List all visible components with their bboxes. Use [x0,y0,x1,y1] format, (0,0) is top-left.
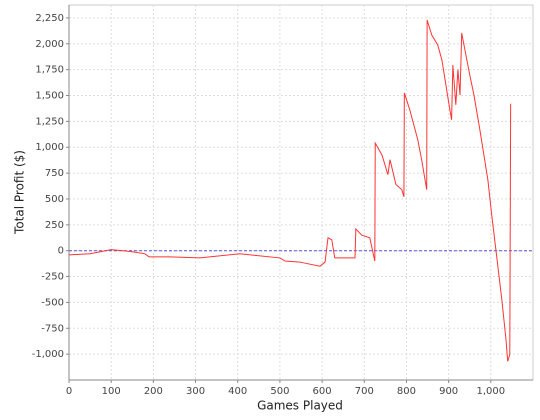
x-tick-label: 500 [270,386,289,397]
x-tick-label: 400 [228,386,247,397]
y-tick-label: -250 [41,272,64,283]
x-tick-label: 200 [144,386,163,397]
y-axis-title: Total Profit ($) [13,150,27,235]
y-tick-label: -1,000 [32,349,64,360]
line-series [68,19,512,362]
y-tick-label: 0 [58,246,64,257]
x-tick-label: 300 [186,386,205,397]
x-tick-label: 600 [313,386,332,397]
y-tick-label: 1,000 [35,142,64,153]
x-tick-label: 100 [102,386,121,397]
y-tick-label: 250 [45,220,64,231]
y-tick-label: -750 [41,323,64,334]
y-tick-label: 2,250 [35,13,64,24]
plot-area [68,4,534,381]
y-tick-label: 1,250 [35,116,64,127]
y-tick-label: -500 [41,297,64,308]
x-tick-label: 800 [397,386,416,397]
y-tick-label: 500 [45,194,64,205]
y-tick-label: 1,500 [35,91,64,102]
x-tick-label: 0 [66,386,72,397]
x-tick-label: 900 [439,386,458,397]
x-tick-label: 1,000 [476,386,505,397]
y-tick-label: 1,750 [35,65,64,76]
y-tick-label: 750 [45,168,64,179]
x-tick-label: 700 [355,386,374,397]
x-axis-title: Games Played [257,399,343,413]
y-tick-label: 2,000 [35,39,64,50]
